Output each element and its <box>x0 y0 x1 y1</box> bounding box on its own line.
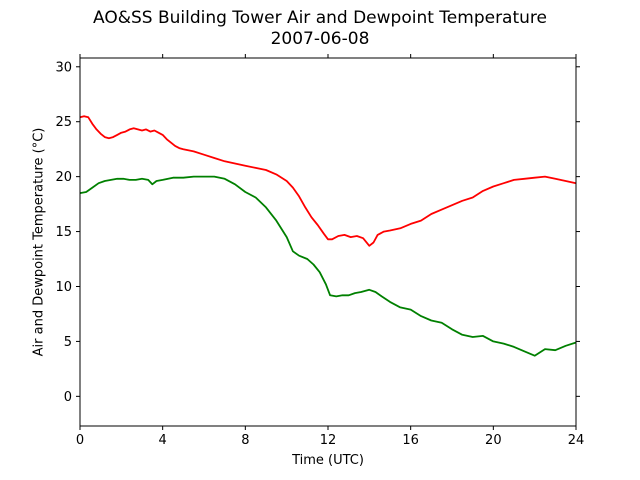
x-tick-label: 4 <box>159 433 167 448</box>
x-tick-label: 12 <box>320 433 337 448</box>
x-tick-label: 24 <box>568 433 585 448</box>
y-tick-label: 10 <box>55 280 72 295</box>
y-tick-label: 20 <box>55 170 72 185</box>
y-tick-label: 25 <box>55 115 72 130</box>
x-tick-label: 8 <box>241 433 249 448</box>
tick-layer: 0 4 8 12 16 20 24 0 5 10 15 20 25 30 <box>55 54 584 448</box>
chart-title: AO&SS Building Tower Air and Dewpoint Te… <box>92 8 547 28</box>
x-axis-label: Time (UTC) <box>292 453 364 468</box>
y-tick-label: 0 <box>64 390 72 405</box>
y-tick-label: 5 <box>64 335 72 350</box>
series-line-0 <box>79 115 577 247</box>
x-tick-label: 20 <box>485 433 502 448</box>
chart-subtitle: 2007-06-08 <box>270 29 370 49</box>
y-tick-label: 15 <box>55 225 72 240</box>
plot-frame <box>79 57 577 427</box>
y-tick-label: 30 <box>55 60 72 75</box>
x-tick-label: 16 <box>402 433 419 448</box>
y-axis-label: Air and Dewpoint Temperature (°C) <box>31 127 47 357</box>
x-tick-label: 0 <box>76 433 84 448</box>
series-layer <box>79 115 577 357</box>
series-line-1 <box>79 175 577 357</box>
